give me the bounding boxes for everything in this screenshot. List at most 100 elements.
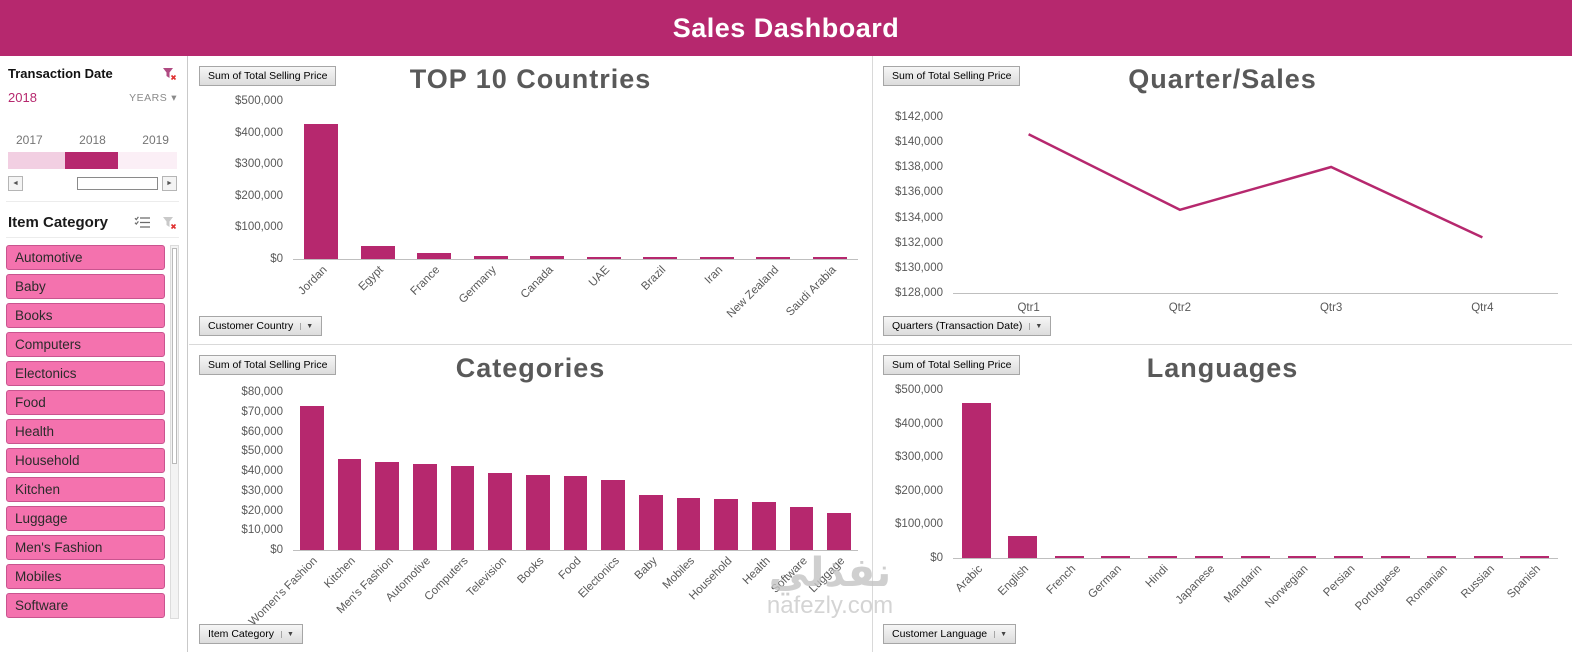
x-tick-label: German xyxy=(1086,563,1125,601)
bar-electonics xyxy=(601,479,625,550)
axis-field-button[interactable]: Customer Language ▼ xyxy=(883,624,1017,644)
slicer-item-baby[interactable]: Baby xyxy=(6,274,165,299)
x-tick-label: Spanish xyxy=(1505,563,1544,601)
x-axis-labels: Arabic English French German Hindi Japanese Ma… xyxy=(953,559,1558,649)
x-tick-label: Portuguese xyxy=(1353,563,1404,614)
transaction-date-timeline: Transaction Date 2018 YEARS ▾ 2017 2018 … xyxy=(6,64,179,202)
slicer-item-books[interactable]: Books xyxy=(6,303,165,328)
x-tick-label: New Zealand xyxy=(725,264,782,321)
bar-kitchen xyxy=(337,459,362,550)
bar-canada xyxy=(530,256,565,259)
page-title: Sales Dashboard xyxy=(672,12,900,43)
bar-women-s-fashion xyxy=(300,405,324,550)
plot-box xyxy=(293,102,858,260)
y-axis: $500,000 $400,000 $300,000 $200,000 $100,000… xyxy=(881,384,953,564)
plot-area: $500,000 $400,000 $300,000 $200,000 $100,000… xyxy=(881,384,1558,649)
y-tick-label: $0 xyxy=(270,253,283,265)
plot-box xyxy=(953,118,1558,294)
chart-panel-languages: Sum of Total Selling Price Languages $50… xyxy=(873,345,1572,652)
slicer-item-food[interactable]: Food xyxy=(6,390,165,415)
bar-books xyxy=(526,474,550,550)
sidebar: Transaction Date 2018 YEARS ▾ 2017 2018 … xyxy=(0,56,188,652)
axis-field-button[interactable]: Quarters (Transaction Date) ▼ xyxy=(883,316,1052,336)
y-axis: $80,000 $70,000 $60,000 $50,000 $40,000 $30,0… xyxy=(197,386,293,556)
plot-box xyxy=(293,393,858,551)
x-tick-label: Health xyxy=(740,555,773,587)
slicer-item-luggage[interactable]: Luggage xyxy=(6,506,165,531)
x-tick-label: Canada xyxy=(518,264,556,301)
timeline-scroll-right-button[interactable]: ► xyxy=(162,176,177,191)
slicer-scrollbar-thumb[interactable] xyxy=(172,248,177,464)
slicer-item-kitchen[interactable]: Kitchen xyxy=(6,477,165,502)
bar-egypt xyxy=(360,246,395,259)
y-tick-label: $80,000 xyxy=(241,386,283,398)
bar-norwegian xyxy=(1287,556,1317,558)
slicer-item-mobiles[interactable]: Mobiles xyxy=(6,564,165,589)
timeline-segment-2018-selected[interactable] xyxy=(65,152,118,169)
bar-portuguese xyxy=(1380,556,1410,558)
x-tick-label: Brazil xyxy=(639,264,669,293)
y-tick-label: $130,000 xyxy=(895,261,943,274)
y-tick-label: $136,000 xyxy=(895,186,943,199)
timeline-scrollbar: ◄ ► xyxy=(8,176,177,191)
y-tick-label: $0 xyxy=(270,544,283,556)
timeline-year-labels: 2017 2018 2019 xyxy=(8,133,177,147)
slicer-item-men-s-fashion[interactable]: Men's Fashion xyxy=(6,535,165,560)
y-tick-label: $100,000 xyxy=(895,518,943,531)
bar-germany xyxy=(473,255,508,259)
value-field-button[interactable]: Sum of Total Selling Price xyxy=(883,355,1021,375)
slicer-item-household[interactable]: Household xyxy=(6,448,165,473)
bar-mandarin xyxy=(1241,556,1270,558)
multi-select-icon[interactable] xyxy=(134,216,151,229)
chart-panel-quarter-sales: Sum of Total Selling Price Quarter/Sales… xyxy=(873,56,1572,345)
y-tick-label: $40,000 xyxy=(241,465,283,477)
clear-filter-icon[interactable] xyxy=(162,67,177,81)
timeline-scrollbar-thumb[interactable] xyxy=(77,177,158,190)
slicer-item-software[interactable]: Software xyxy=(6,593,165,618)
x-tick-label: Software xyxy=(769,555,810,596)
slicer-item-automotive[interactable]: Automotive xyxy=(6,245,165,270)
x-tick-label: Baby xyxy=(632,555,660,583)
y-tick-label: $300,000 xyxy=(235,158,283,171)
y-tick-label: $60,000 xyxy=(241,425,283,438)
bar-uae xyxy=(586,257,621,259)
value-field-button[interactable]: Sum of Total Selling Price xyxy=(199,66,337,86)
chart-title: Quarter/Sales xyxy=(1128,64,1317,94)
x-tick-label: Women's Fashion xyxy=(247,555,321,629)
filter-dropdown-icon: ▼ xyxy=(1029,322,1042,330)
axis-field-button[interactable]: Customer Country ▼ xyxy=(199,316,323,336)
y-axis: $142,000 $140,000 $138,000 $136,000 $134,000… xyxy=(881,111,953,299)
value-field-button[interactable]: Sum of Total Selling Price xyxy=(883,66,1021,86)
x-tick-label: Television xyxy=(464,555,509,600)
slicer-item-electonics[interactable]: Electonics xyxy=(6,361,165,386)
x-tick-label: Japanese xyxy=(1173,563,1218,607)
time-level-dropdown[interactable]: YEARS ▾ xyxy=(129,92,177,104)
y-tick-label: $30,000 xyxy=(241,484,283,497)
x-tick-label: Mobiles xyxy=(660,555,697,592)
timeline-segment-2019[interactable] xyxy=(118,152,177,169)
y-tick-label: $20,000 xyxy=(241,504,283,517)
timeline-scrollbar-track[interactable] xyxy=(25,177,160,190)
y-tick-label: $300,000 xyxy=(895,451,943,464)
chart-panel-categories: Sum of Total Selling Price Categories $8… xyxy=(189,345,873,652)
x-tick-label: Food xyxy=(556,555,584,583)
timeline-segment-2017[interactable] xyxy=(8,152,65,169)
bar-spanish xyxy=(1520,556,1550,558)
x-tick-label: Iran xyxy=(702,264,726,287)
plot-area: $142,000 $140,000 $138,000 $136,000 $134,000… xyxy=(881,111,1558,320)
bar-jordan xyxy=(304,123,339,259)
timeline-scroll-left-button[interactable]: ◄ xyxy=(8,176,23,191)
value-field-button[interactable]: Sum of Total Selling Price xyxy=(199,355,337,375)
clear-filter-icon[interactable] xyxy=(162,216,177,230)
y-tick-label: $70,000 xyxy=(241,405,283,418)
bar-men-s-fashion xyxy=(375,462,399,550)
bar-software xyxy=(789,506,814,550)
bar-english xyxy=(1008,536,1038,558)
axis-field-button[interactable]: Item Category ▼ xyxy=(199,624,303,644)
x-tick-label: UAE xyxy=(587,264,613,290)
slicer-scrollbar[interactable] xyxy=(170,245,179,619)
bar-household xyxy=(714,498,738,550)
slicer-item-health[interactable]: Health xyxy=(6,419,165,444)
slicer-item-computers[interactable]: Computers xyxy=(6,332,165,357)
axis-field-label: Customer Language xyxy=(892,628,988,640)
